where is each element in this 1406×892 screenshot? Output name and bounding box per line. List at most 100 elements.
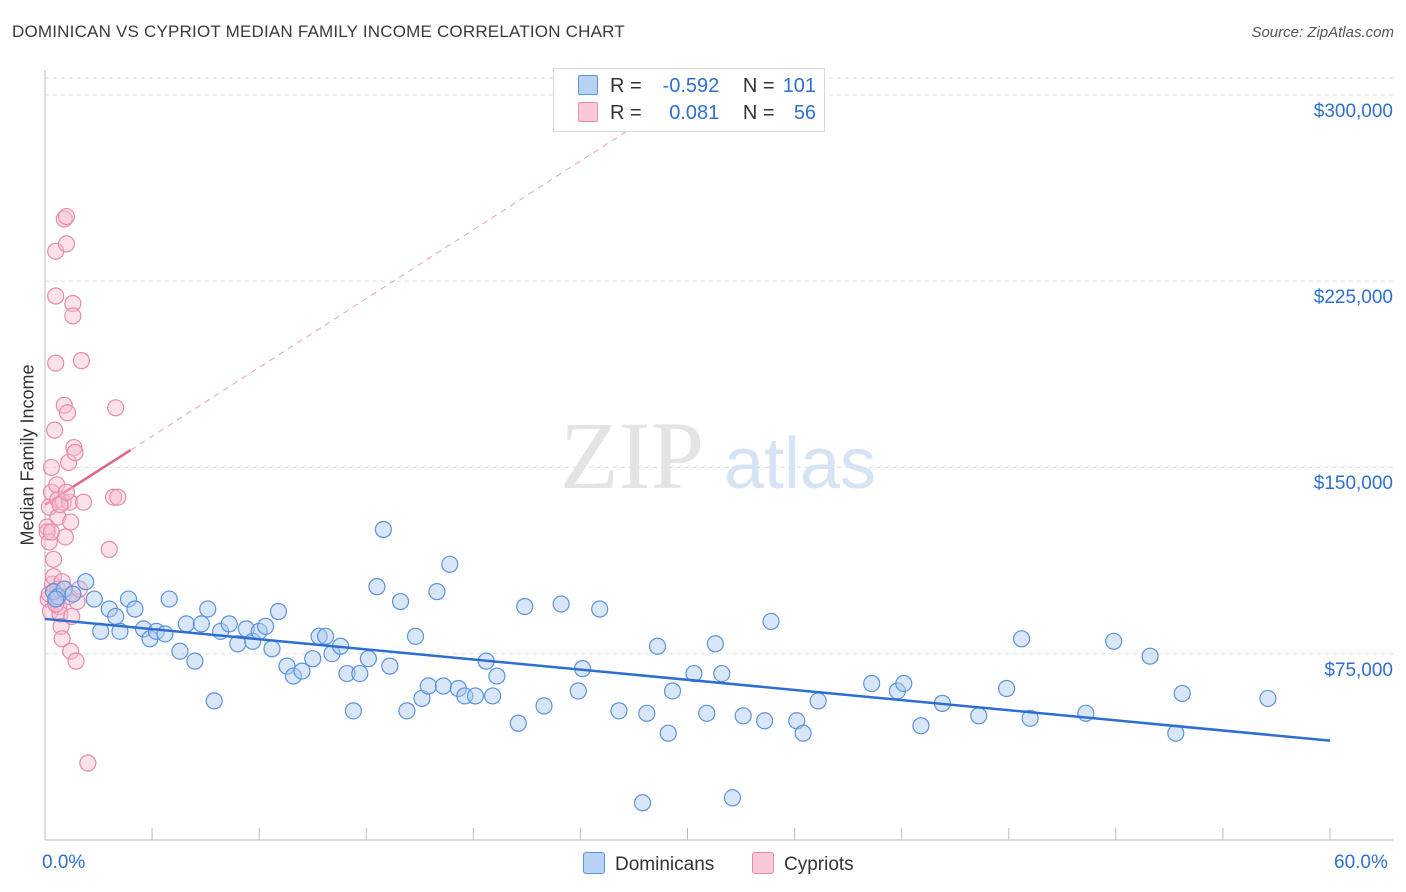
bottom-legend-dominicans[interactable]: Dominicans bbox=[583, 852, 714, 876]
trend-lines-cypriots bbox=[44, 119, 645, 506]
correlation-legend: R = -0.592 N = 101 R = 0.081 N = 56 bbox=[553, 68, 825, 132]
point-dominicans bbox=[516, 597, 534, 616]
bottom-legend-cypriots[interactable]: Cypriots bbox=[752, 852, 854, 876]
point-dominicans bbox=[1021, 709, 1039, 727]
point-dominicans bbox=[762, 612, 780, 631]
point-dominicans bbox=[428, 583, 446, 601]
point-dominicans bbox=[535, 697, 553, 715]
point-dominicans bbox=[706, 635, 724, 653]
point-dominicans bbox=[186, 652, 204, 670]
point-cypriots bbox=[79, 754, 97, 772]
chart-title: DOMINICAN VS CYPRIOT MEDIAN FAMILY INCOM… bbox=[12, 22, 625, 41]
point-dominicans bbox=[1105, 632, 1123, 650]
point-dominicans bbox=[863, 674, 881, 693]
point-dominicans bbox=[488, 667, 506, 685]
point-dominicans bbox=[1012, 630, 1031, 648]
point-cypriots bbox=[72, 352, 91, 370]
point-dominicans bbox=[284, 667, 303, 685]
source-label: Source: ZipAtlas.com bbox=[1251, 24, 1394, 41]
point-dominicans bbox=[633, 794, 652, 812]
point-dominicans bbox=[263, 640, 281, 658]
point-dominicans bbox=[1173, 684, 1191, 703]
point-cypriots bbox=[53, 630, 71, 648]
trend-lines-dominicans bbox=[44, 617, 1331, 742]
point-cypriots bbox=[104, 488, 123, 506]
point-dominicans bbox=[434, 677, 452, 695]
point-dominicans bbox=[723, 789, 742, 807]
point-cypriots bbox=[67, 652, 85, 670]
legend-swatch-pink bbox=[578, 102, 598, 122]
point-dominicans bbox=[304, 650, 322, 668]
point-dominicans bbox=[569, 682, 587, 700]
point-dominicans bbox=[441, 555, 459, 573]
watermark-zip: ZIP bbox=[560, 402, 704, 509]
point-dominicans bbox=[713, 664, 731, 683]
point-cypriots bbox=[47, 354, 65, 372]
point-dominicans bbox=[1259, 689, 1277, 708]
point-dominicans bbox=[1141, 647, 1159, 665]
point-dominicans bbox=[610, 702, 628, 720]
point-cypriots bbox=[49, 508, 67, 526]
point-dominicans bbox=[552, 595, 570, 613]
y-axis-title: Median Family Income bbox=[17, 364, 38, 546]
point-dominicans bbox=[359, 650, 377, 668]
point-dominicans bbox=[998, 679, 1016, 698]
legend-r-value: -0.592 bbox=[662, 75, 720, 97]
legend-r-label: R = bbox=[610, 102, 642, 124]
point-cypriots bbox=[57, 235, 76, 253]
legend-swatch-blue bbox=[583, 852, 605, 874]
point-dominicans bbox=[338, 664, 356, 683]
point-dominicans bbox=[970, 707, 988, 725]
point-dominicans bbox=[85, 590, 103, 608]
point-dominicans bbox=[77, 573, 95, 591]
point-dominicans bbox=[648, 637, 667, 655]
point-dominicans bbox=[47, 590, 65, 608]
point-cypriots bbox=[64, 307, 82, 325]
point-cypriots bbox=[64, 294, 82, 313]
y-tick-label: $150,000 bbox=[1313, 473, 1393, 495]
legend-r-value: 0.081 bbox=[669, 102, 720, 124]
point-dominicans bbox=[171, 642, 189, 660]
point-dominicans bbox=[381, 657, 399, 675]
point-dominicans bbox=[269, 602, 288, 621]
point-dominicans bbox=[256, 617, 275, 635]
point-cypriots bbox=[44, 550, 63, 568]
point-dominicans bbox=[484, 687, 502, 705]
point-dominicans bbox=[895, 674, 913, 693]
y-tick-label: $225,000 bbox=[1313, 287, 1393, 309]
x-tick-label-min: 0.0% bbox=[42, 852, 86, 873]
point-dominicans bbox=[192, 615, 210, 633]
point-dominicans bbox=[316, 627, 335, 645]
point-dominicans bbox=[698, 704, 716, 722]
point-dominicans bbox=[119, 590, 138, 608]
point-cypriots bbox=[100, 540, 118, 558]
watermark-atlas: atlas bbox=[724, 424, 876, 504]
x-tick-label-max: 60.0% bbox=[1334, 852, 1388, 873]
point-cypriots bbox=[47, 287, 65, 305]
point-cypriots bbox=[74, 493, 93, 511]
legend-row-cypriots: R = 0.081 N = 56 bbox=[578, 102, 816, 128]
legend-swatch-blue bbox=[578, 75, 598, 95]
y-tick-label: $300,000 bbox=[1313, 100, 1393, 122]
legend-n-label: N = bbox=[742, 75, 775, 97]
point-cypriots bbox=[109, 488, 127, 506]
point-dominicans bbox=[663, 682, 682, 700]
legend-n-value: 101 bbox=[782, 75, 817, 97]
point-dominicans bbox=[160, 590, 178, 608]
point-dominicans bbox=[229, 635, 247, 653]
legend-label-dominicans: Dominicans bbox=[615, 854, 715, 875]
legend-n-label: N = bbox=[742, 102, 775, 124]
point-dominicans bbox=[156, 625, 174, 643]
point-dominicans bbox=[199, 600, 217, 618]
legend-swatch-pink bbox=[752, 852, 774, 874]
point-dominicans bbox=[794, 724, 812, 742]
point-dominicans bbox=[398, 702, 416, 720]
point-dominicans bbox=[419, 677, 437, 695]
trend-line-cypriots-extended bbox=[130, 119, 645, 451]
point-cypriots bbox=[52, 617, 70, 635]
point-dominicans bbox=[809, 692, 827, 710]
grid-lines bbox=[45, 77, 1393, 655]
point-dominicans bbox=[638, 704, 656, 722]
point-dominicans bbox=[406, 627, 425, 645]
